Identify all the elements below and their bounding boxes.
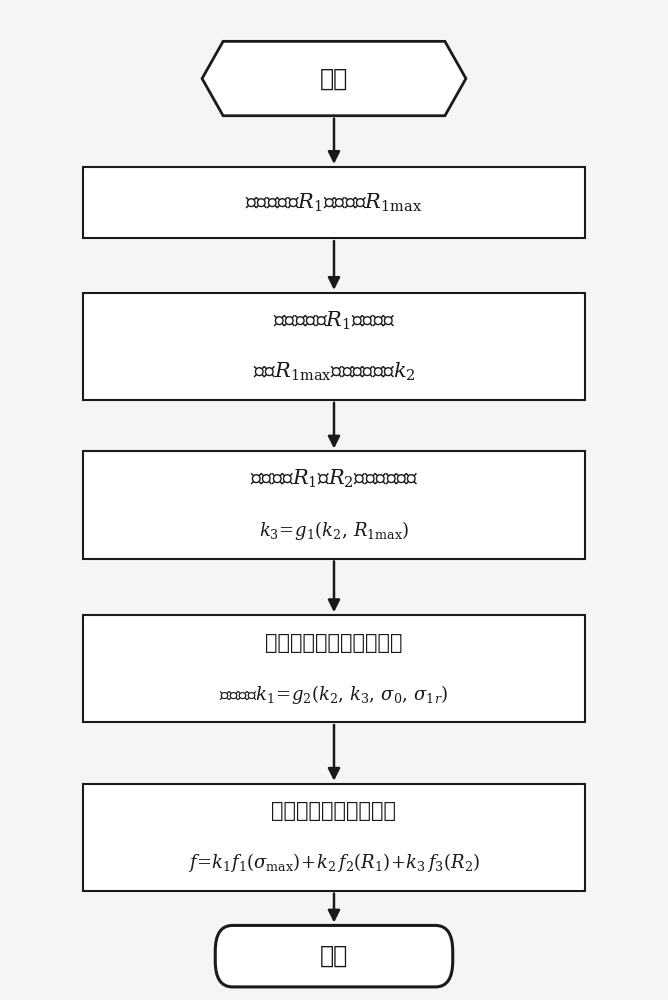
FancyBboxPatch shape <box>84 293 584 400</box>
FancyBboxPatch shape <box>84 451 584 559</box>
Text: 开始: 开始 <box>320 67 348 91</box>
Text: $f\!=\!k_1 f_1(\sigma_{\rm max})\!+\!k_2\,f_2(R_1)\!+\!k_3\,f_3(R_2)$: $f\!=\!k_1 f_1(\sigma_{\rm max})\!+\!k_2… <box>188 851 480 874</box>
FancyBboxPatch shape <box>84 615 584 722</box>
FancyBboxPatch shape <box>215 925 453 987</box>
Text: 设定主圆弧$R_1$目标函数: 设定主圆弧$R_1$目标函数 <box>273 309 395 332</box>
Polygon shape <box>202 41 466 116</box>
FancyBboxPatch shape <box>84 167 584 238</box>
FancyBboxPatch shape <box>84 784 584 891</box>
Text: 参考$R_{1\rm max}$给定加权系数$k_2$: 参考$R_{1\rm max}$给定加权系数$k_2$ <box>253 361 415 383</box>
Text: 读取自变量$R_1$上界参数$R_{1\rm max}$: 读取自变量$R_1$上界参数$R_{1\rm max}$ <box>245 191 423 214</box>
Text: $k_3\!=\!g_1(k_2,\,R_{1\rm max})$: $k_3\!=\!g_1(k_2,\,R_{1\rm max})$ <box>259 519 409 542</box>
Text: 拟合自调整后目标函数: 拟合自调整后目标函数 <box>271 801 397 821</box>
Text: 按影响系数的等量化原则: 按影响系数的等量化原则 <box>265 633 403 653</box>
Text: 结束: 结束 <box>320 944 348 968</box>
Text: 由自变量$R_1$，$R_2$均衡关系生成: 由自变量$R_1$，$R_2$均衡关系生成 <box>250 468 418 490</box>
Text: 均衡生成$k_1\!=\!g_2(k_2,\,k_3,\,\sigma_0,\,\sigma_{1r})$: 均衡生成$k_1\!=\!g_2(k_2,\,k_3,\,\sigma_0,\,… <box>219 683 449 706</box>
